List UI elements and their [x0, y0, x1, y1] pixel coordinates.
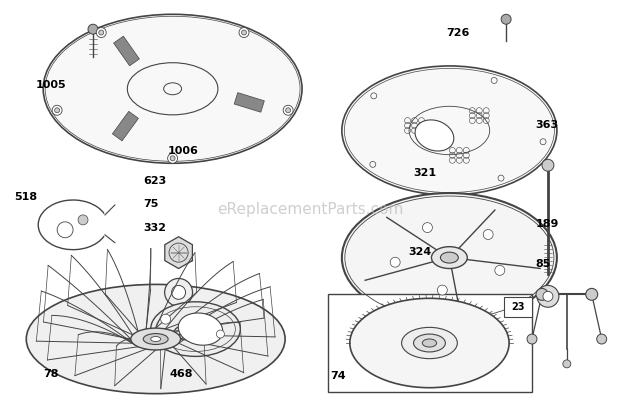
- Text: 468: 468: [169, 369, 193, 379]
- Text: 78: 78: [43, 369, 59, 379]
- Text: 324: 324: [409, 247, 432, 257]
- Text: 189: 189: [535, 219, 559, 229]
- Ellipse shape: [432, 247, 467, 269]
- Ellipse shape: [350, 298, 509, 388]
- Circle shape: [596, 334, 606, 344]
- Ellipse shape: [26, 284, 285, 394]
- Circle shape: [165, 278, 193, 306]
- Ellipse shape: [151, 302, 241, 356]
- Ellipse shape: [143, 334, 168, 344]
- Text: 332: 332: [143, 223, 166, 233]
- Circle shape: [216, 330, 224, 338]
- Circle shape: [437, 285, 447, 295]
- Ellipse shape: [151, 336, 161, 342]
- FancyBboxPatch shape: [328, 294, 532, 392]
- Text: 23: 23: [512, 302, 525, 312]
- Text: 363: 363: [535, 120, 559, 130]
- Circle shape: [537, 286, 559, 307]
- Circle shape: [242, 30, 247, 35]
- Ellipse shape: [440, 252, 458, 263]
- Circle shape: [239, 28, 249, 38]
- Circle shape: [172, 286, 185, 299]
- Circle shape: [586, 288, 598, 300]
- FancyBboxPatch shape: [504, 297, 532, 317]
- Ellipse shape: [342, 66, 557, 195]
- Circle shape: [542, 159, 554, 171]
- Circle shape: [422, 223, 432, 233]
- Circle shape: [536, 288, 548, 300]
- Circle shape: [99, 30, 104, 35]
- Polygon shape: [165, 237, 192, 269]
- Ellipse shape: [342, 193, 557, 322]
- Circle shape: [55, 108, 60, 113]
- Text: 518: 518: [14, 192, 37, 202]
- Bar: [113, 36, 140, 66]
- Circle shape: [96, 28, 106, 38]
- Text: 75: 75: [143, 199, 159, 209]
- Ellipse shape: [179, 313, 223, 345]
- Circle shape: [286, 108, 291, 113]
- Ellipse shape: [402, 327, 458, 358]
- Ellipse shape: [131, 328, 180, 350]
- Circle shape: [527, 334, 537, 344]
- Text: 74: 74: [330, 371, 345, 381]
- Circle shape: [78, 215, 88, 225]
- Text: 321: 321: [414, 168, 437, 178]
- Ellipse shape: [414, 334, 445, 352]
- Bar: [112, 111, 138, 141]
- Circle shape: [495, 265, 505, 275]
- Circle shape: [161, 314, 171, 324]
- Ellipse shape: [422, 339, 436, 347]
- Circle shape: [543, 292, 553, 301]
- Circle shape: [501, 14, 511, 24]
- Text: 726: 726: [446, 28, 469, 38]
- Circle shape: [563, 360, 571, 368]
- Ellipse shape: [415, 120, 454, 151]
- Text: 1006: 1006: [168, 146, 199, 156]
- Circle shape: [390, 257, 400, 267]
- Circle shape: [167, 153, 177, 163]
- Circle shape: [88, 24, 98, 34]
- Text: 85: 85: [535, 259, 551, 269]
- Text: 623: 623: [143, 176, 167, 186]
- Circle shape: [483, 229, 493, 239]
- Circle shape: [52, 105, 62, 115]
- Bar: [234, 93, 264, 112]
- Circle shape: [170, 156, 175, 161]
- Circle shape: [170, 323, 187, 339]
- Circle shape: [283, 105, 293, 115]
- Text: 1005: 1005: [35, 80, 66, 90]
- Ellipse shape: [43, 14, 302, 163]
- Text: eReplacementParts.com: eReplacementParts.com: [217, 203, 403, 217]
